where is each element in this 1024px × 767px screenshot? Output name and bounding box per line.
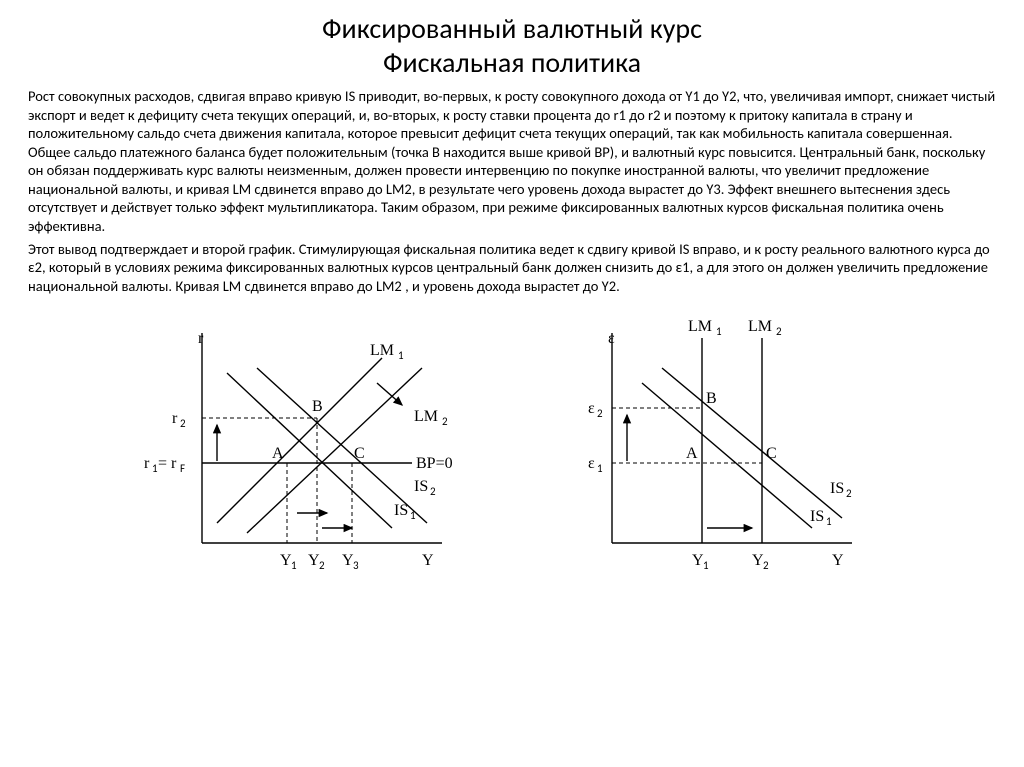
svg-text:LM: LM <box>414 408 438 425</box>
page-title: Фиксированный валютный курс Фискальная п… <box>28 12 996 79</box>
svg-text:Y: Y <box>832 552 844 569</box>
svg-text:IS: IS <box>830 480 844 497</box>
svg-text:B: B <box>706 390 717 407</box>
title-line-2: Фискальная политика <box>383 45 641 80</box>
svg-text:F: F <box>180 462 185 475</box>
chart-is-lm-eps: ε LM1 LM2 IS1 IS2 ε2 ε1 A B C Y1 Y2 Y <box>552 313 892 593</box>
chart-is-lm-bp: r BP=0 LM1 LM2 IS1 IS2 A B C r2 r1 = rF … <box>132 313 492 593</box>
svg-text:1: 1 <box>826 515 832 528</box>
svg-text:2: 2 <box>846 487 852 500</box>
svg-text:IS: IS <box>810 508 824 525</box>
svg-text:ε: ε <box>588 400 595 417</box>
svg-text:BP=0: BP=0 <box>416 455 453 472</box>
svg-text:2: 2 <box>430 485 436 498</box>
svg-text:LM: LM <box>370 342 394 359</box>
svg-text:2: 2 <box>763 559 769 572</box>
svg-text:LM: LM <box>688 318 712 335</box>
svg-text:IS: IS <box>414 478 428 495</box>
svg-text:1: 1 <box>703 559 709 572</box>
svg-text:ε: ε <box>588 455 595 472</box>
svg-text:1: 1 <box>716 325 722 338</box>
paragraph-1: Рост совокупных расходов, сдвигая вправо… <box>28 87 996 235</box>
svg-text:Y: Y <box>422 552 434 569</box>
svg-text:ε: ε <box>608 330 615 347</box>
svg-text:2: 2 <box>597 407 603 420</box>
svg-text:3: 3 <box>353 559 359 572</box>
svg-text:2: 2 <box>319 559 325 572</box>
svg-text:2: 2 <box>180 417 186 430</box>
svg-text:LM: LM <box>748 318 772 335</box>
svg-text:C: C <box>354 445 365 462</box>
svg-text:1: 1 <box>291 559 297 572</box>
svg-text:A: A <box>686 445 698 462</box>
svg-text:A: A <box>272 445 284 462</box>
charts-row: r BP=0 LM1 LM2 IS1 IS2 A B C r2 r1 = rF … <box>28 313 996 593</box>
paragraph-2: Этот вывод подтверждает и второй график.… <box>28 240 996 296</box>
svg-text:C: C <box>766 445 777 462</box>
title-line-1: Фиксированный валютный курс <box>322 11 702 46</box>
svg-text:= r: = r <box>158 455 177 472</box>
svg-text:r: r <box>172 410 178 427</box>
svg-text:1: 1 <box>398 349 404 362</box>
svg-text:1: 1 <box>597 462 603 475</box>
svg-text:r: r <box>144 455 150 472</box>
svg-text:2: 2 <box>776 325 782 338</box>
svg-text:B: B <box>312 398 323 415</box>
svg-text:2: 2 <box>442 415 448 428</box>
svg-text:r: r <box>198 330 204 347</box>
